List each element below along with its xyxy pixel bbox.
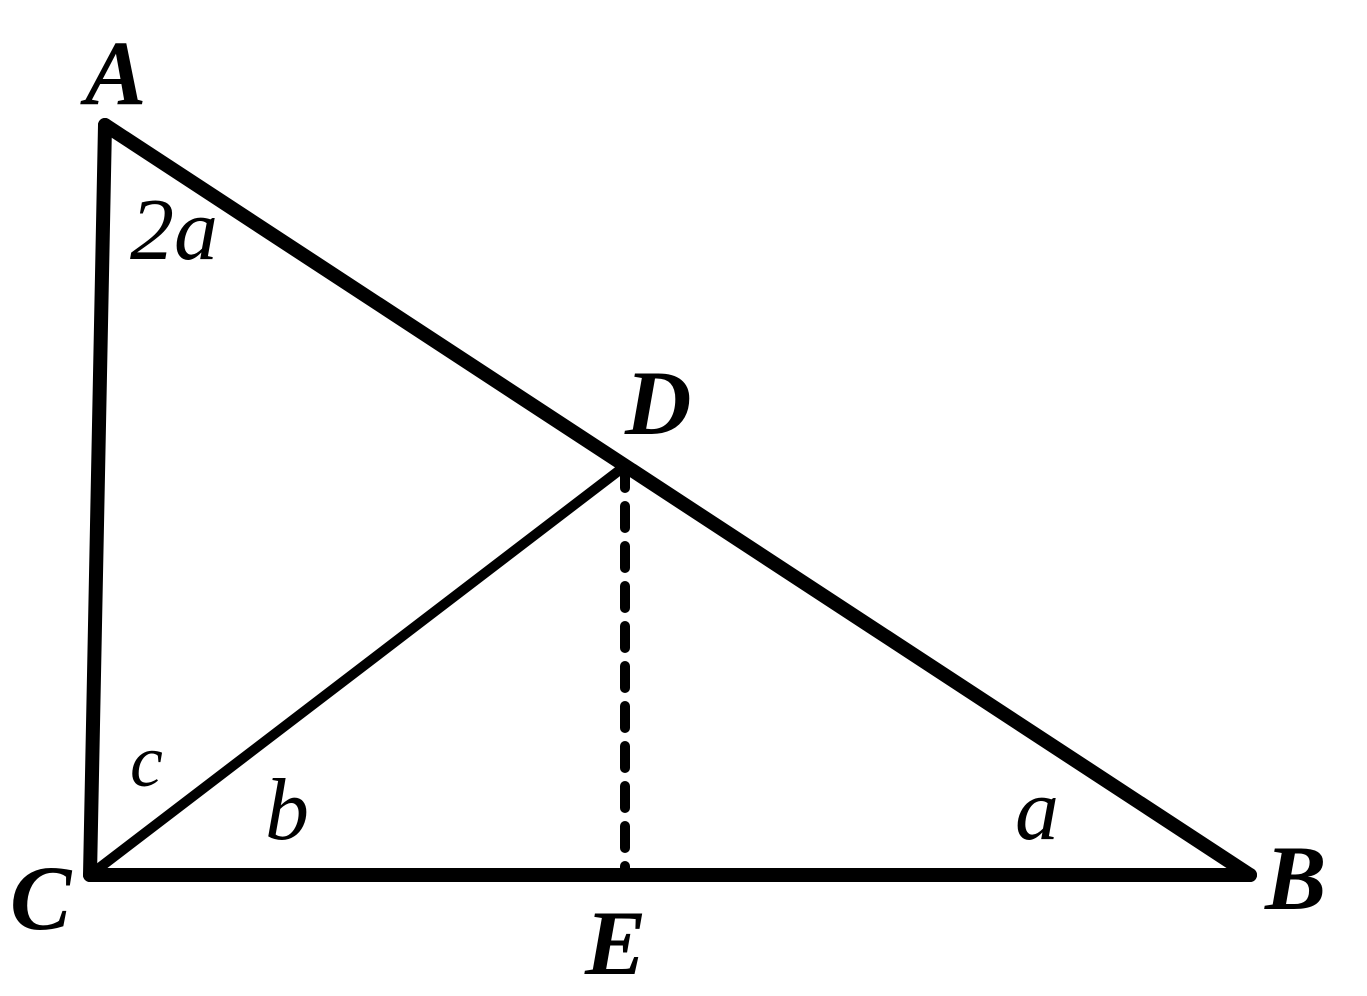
vertex-label-b: B xyxy=(1265,825,1326,931)
vertex-label-c: C xyxy=(10,845,71,951)
angle-label-a: a xyxy=(1015,760,1059,861)
angle-label-c: c xyxy=(130,720,163,805)
vertex-label-a: A xyxy=(85,20,146,126)
vertex-label-d: D xyxy=(625,350,691,456)
angle-label-2a: 2a xyxy=(130,180,218,281)
triangle-diagram xyxy=(0,0,1367,980)
angle-label-b: b xyxy=(265,760,309,861)
vertex-label-e: E xyxy=(585,890,646,996)
